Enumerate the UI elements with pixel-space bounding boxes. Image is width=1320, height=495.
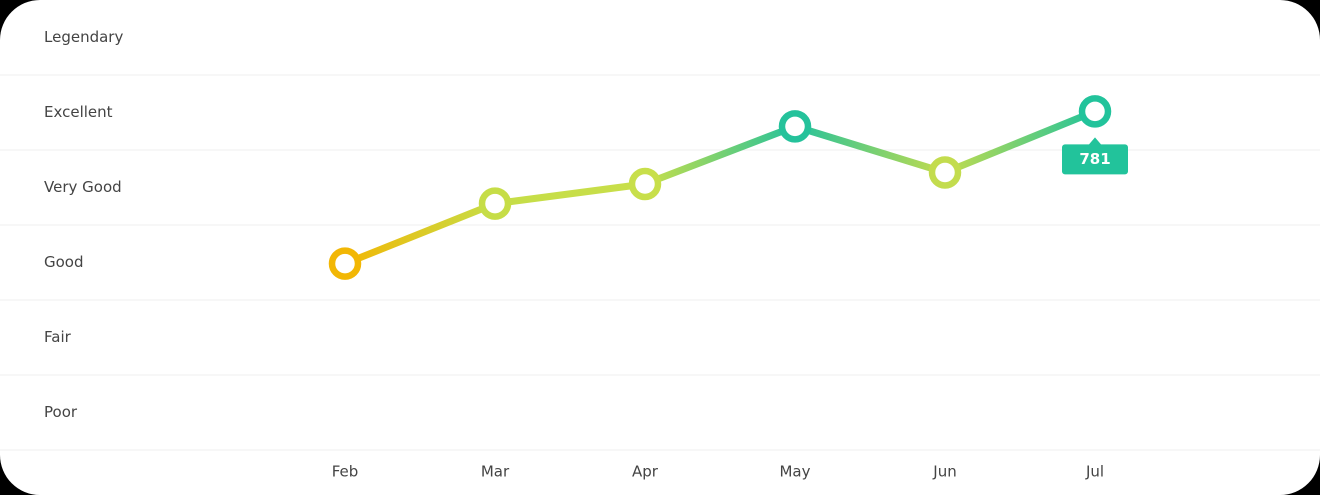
line (343, 108, 1097, 267)
tooltip-value: 781 (1079, 150, 1110, 168)
point (778, 110, 812, 143)
point (478, 187, 512, 220)
x-tick-label: May (779, 463, 810, 481)
y-tick-label: Very Good (44, 178, 122, 196)
x-tick-label: Apr (632, 463, 659, 481)
point (928, 156, 962, 189)
y-tick-label: Excellent (44, 103, 113, 121)
point (628, 167, 662, 201)
y-tick-label: Fair (44, 328, 72, 346)
y-tick-label: Legendary (44, 28, 123, 46)
tooltip-box (1062, 137, 1128, 175)
x-tick-label: Jun (932, 463, 956, 481)
x-tick-label: Jul (1085, 463, 1104, 481)
x-tick-label: Feb (332, 463, 359, 481)
y-tick-label: Good (44, 253, 84, 271)
point (328, 247, 362, 280)
x-tick-label: Mar (481, 463, 510, 481)
y-tick-label: Poor (44, 403, 78, 421)
point (1078, 95, 1112, 128)
